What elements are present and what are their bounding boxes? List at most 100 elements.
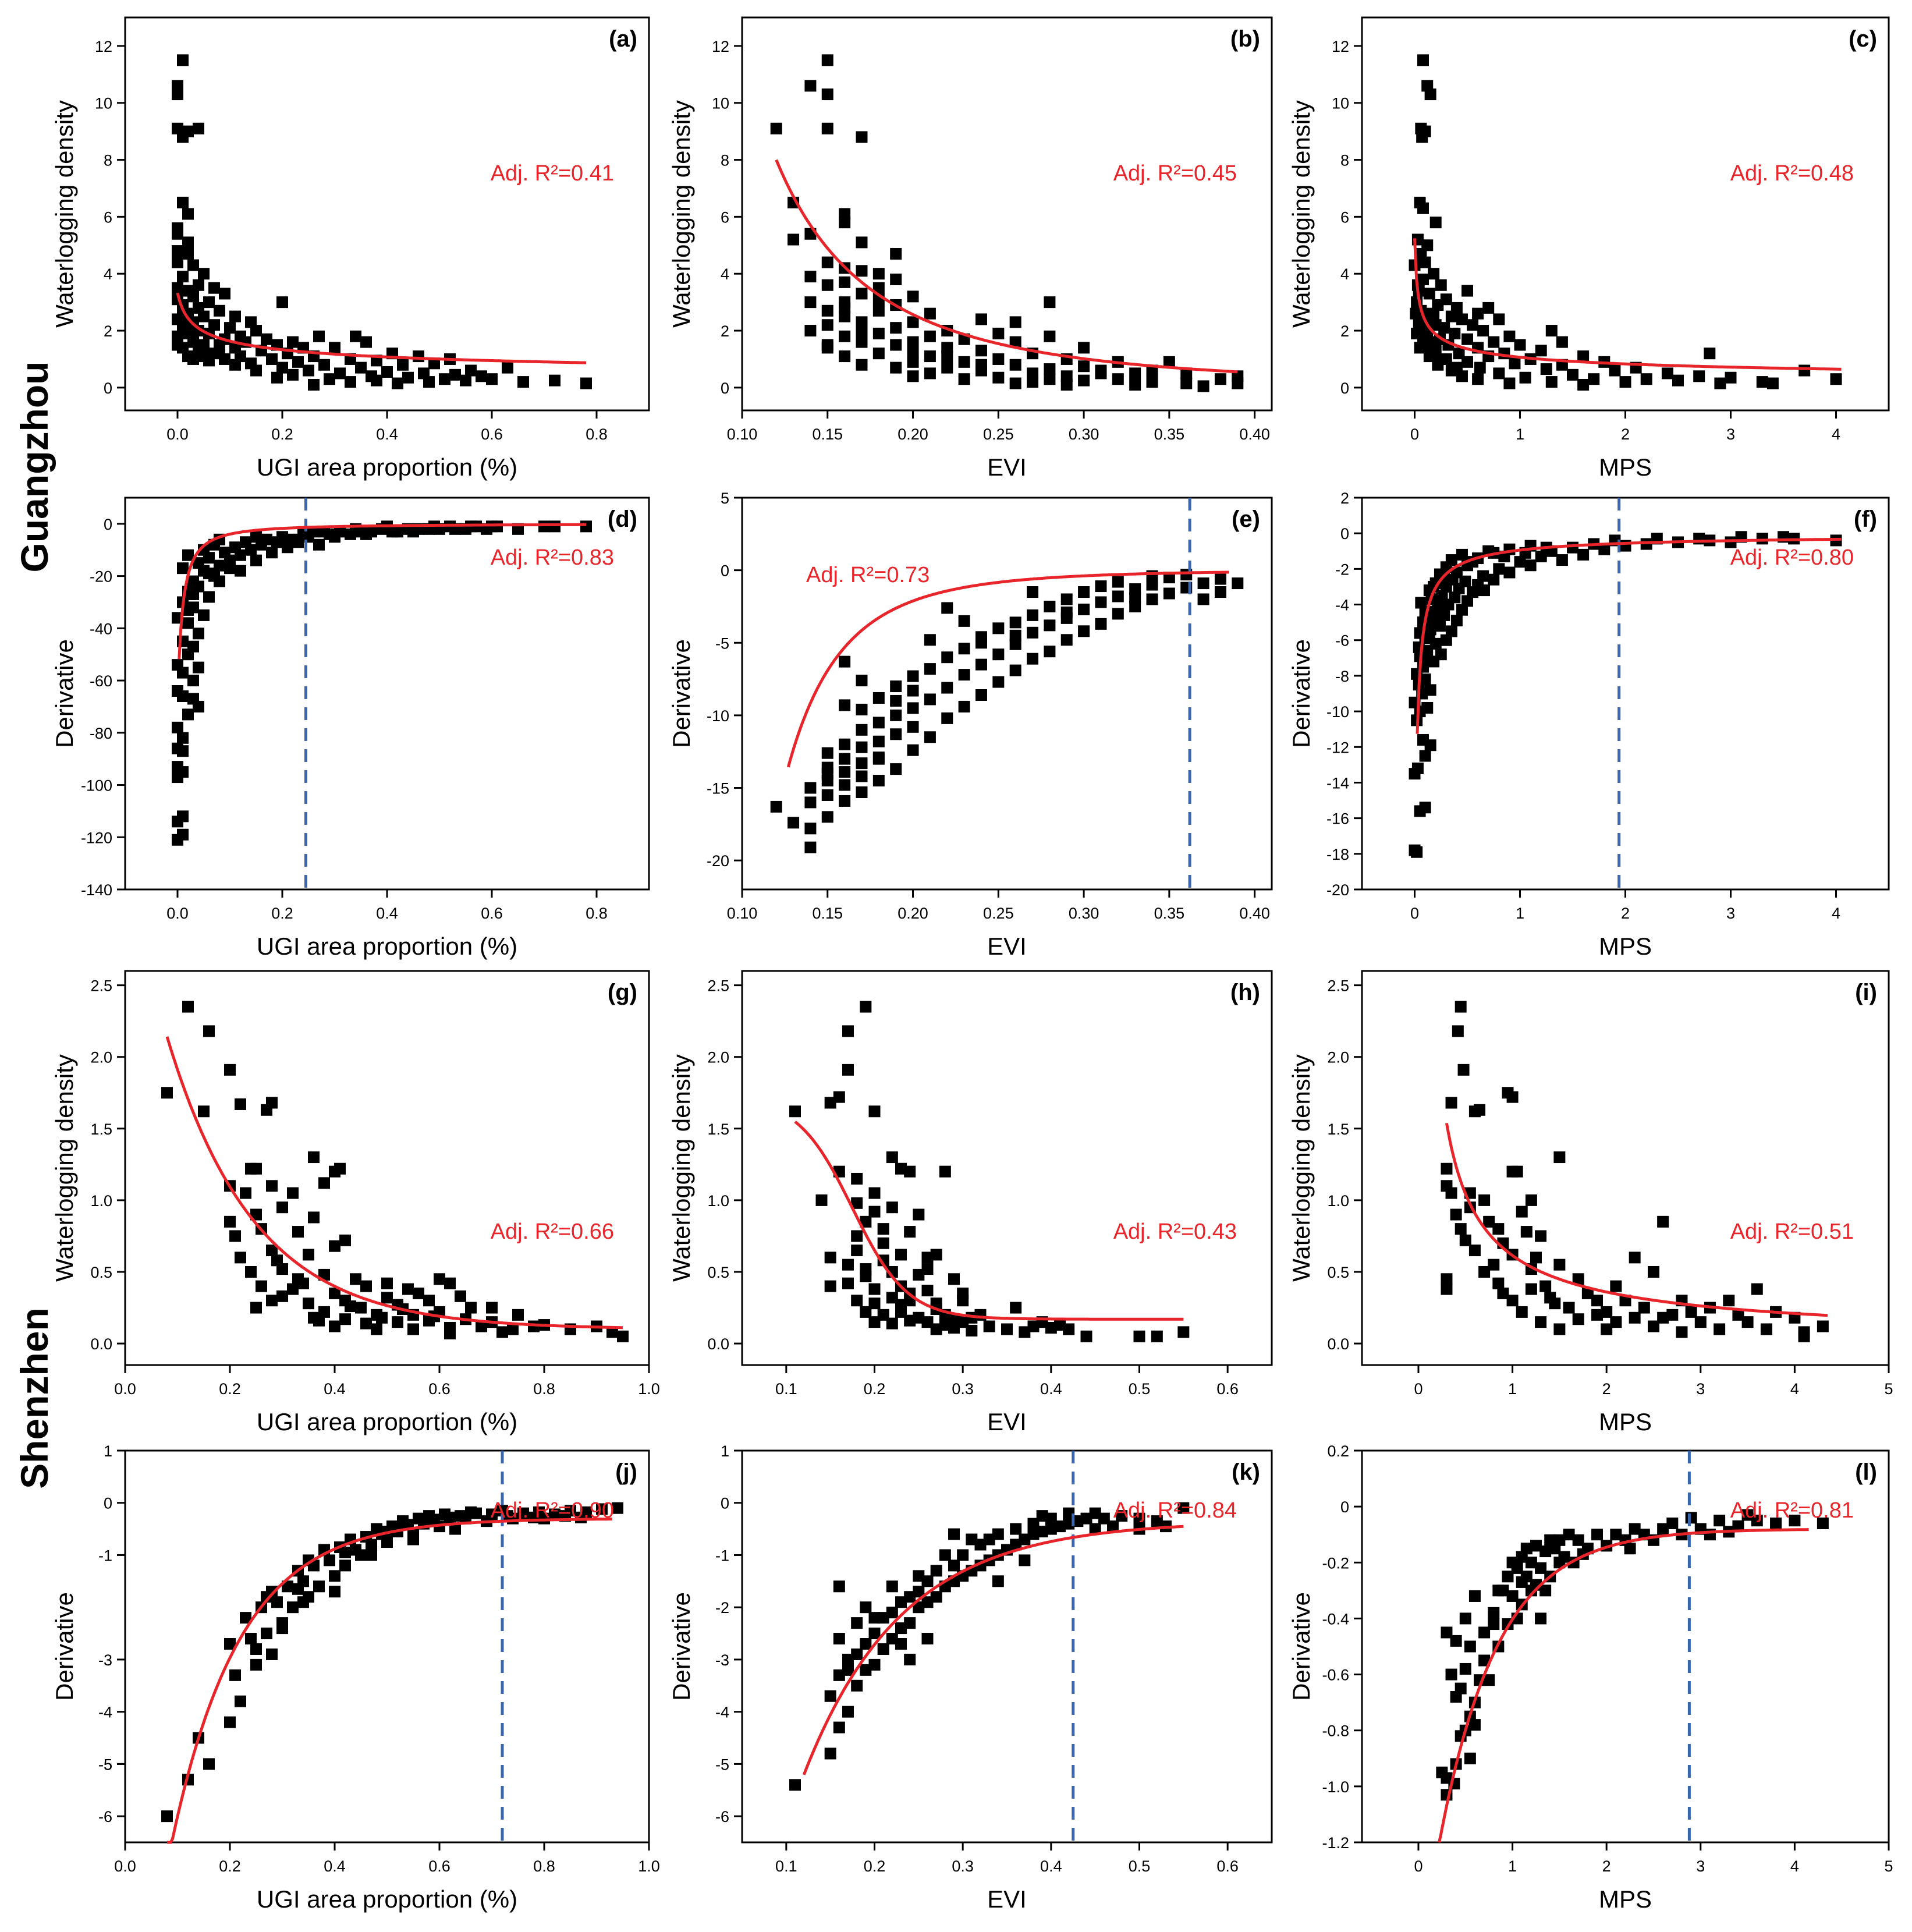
data-point [1751,1283,1763,1295]
data-points [770,569,1244,853]
data-point [1010,1523,1022,1535]
data-point [496,1505,508,1517]
data-point [292,356,304,368]
data-point [1027,1518,1040,1530]
data-point [282,541,293,554]
data-point [842,1706,854,1718]
data-point [930,1323,942,1335]
data-point [360,1317,372,1330]
x-tick-label: 5 [1884,1380,1893,1398]
data-point [334,367,346,380]
y-tick-label: 1.0 [90,1192,112,1210]
data-point [612,1502,623,1514]
data-point [177,271,189,283]
y-axis-label: Derivative [51,1592,78,1701]
data-point [1455,1223,1467,1235]
fit-annotation: Adj. R²=0.81 [1730,1498,1854,1523]
x-axis-label: UGI area proportion (%) [257,453,517,481]
y-tick-label: -140 [81,881,112,899]
data-point [974,1309,987,1321]
y-tick-label: -5 [98,1756,112,1773]
data-point [1524,559,1537,572]
x-tick-label: 0.0 [166,905,189,922]
y-tick-label: 12 [712,38,729,55]
data-point [366,1549,377,1561]
y-axis-label: Waterlogging density [668,100,695,328]
data-point [1732,1309,1744,1321]
data-point [872,775,885,787]
data-point [1685,1306,1697,1318]
data-point [1445,310,1457,322]
data-point [198,609,210,621]
data-point [872,304,885,317]
x-tick-label: 0.35 [1154,426,1185,443]
data-point [839,753,851,765]
data-point [868,1187,881,1199]
data-point [1423,288,1435,300]
data-point [913,1601,925,1614]
data-point [240,1187,251,1199]
data-point [1112,590,1124,602]
data-point [890,680,902,693]
data-point [172,761,183,773]
fit-curve [1445,1122,1828,1317]
data-point [913,1586,925,1598]
data-point [851,1245,863,1257]
data-point [895,1596,907,1608]
y-axis-label: Derivative [668,1592,695,1701]
data-point [313,330,325,342]
data-point [465,364,477,377]
data-point [839,330,851,342]
x-tick-label: 0.8 [533,1857,555,1875]
data-point [203,1758,215,1770]
y-tick-label: 1.5 [707,1121,729,1138]
y-tick-label: -15 [707,780,729,797]
panel-b: 0.10 0.15 0.20 0.25 0.30 0.35 0.40 0 2 4 6 8 10 12 EVI… [668,16,1273,481]
data-point [1232,370,1244,382]
data-point [502,361,513,374]
data-point [1478,584,1490,597]
data-point [303,1298,314,1310]
data-point [1488,336,1500,348]
data-point [229,541,241,554]
x-axis-label: MPS [1599,1885,1652,1913]
data-point [303,1249,314,1261]
data-point [860,1601,872,1614]
panel-e: 0.10 0.15 0.20 0.25 0.30 0.35 0.40 -20 -15 -10 -5 0… [668,490,1273,960]
data-point [821,304,833,317]
data-point [924,307,936,320]
data-point [1478,1654,1491,1667]
data-point [303,364,314,377]
data-point [821,54,833,66]
data-point [868,1206,881,1218]
x-tick-label: 0.4 [376,426,398,443]
y-tick-label: -0.8 [1322,1722,1349,1740]
data-point [904,1617,916,1629]
data-point [1129,591,1141,604]
data-point [1177,1326,1190,1338]
x-tick-label: 0.6 [428,1380,450,1398]
data-point [355,1302,367,1314]
data-point [1694,1316,1707,1328]
data-point [1450,1208,1462,1221]
fit-curve [165,1036,623,1330]
data-point [1520,1543,1533,1555]
x-tick-label: 0.40 [1239,905,1270,922]
data-point [1044,646,1056,658]
panel-label: (c) [1849,26,1877,52]
data-point [1539,1545,1552,1558]
data-point [974,1538,987,1551]
data-point [1455,1682,1467,1695]
panel-label: (h) [1230,980,1260,1005]
data-point [261,533,272,545]
data-point [856,336,868,348]
x-tick-label: 0.6 [481,426,503,443]
data-point [208,282,220,294]
y-tick-label: 4 [1340,265,1349,283]
data-point [1553,1259,1566,1271]
data-point [229,1230,241,1242]
x-tick-label: 0.2 [219,1857,241,1875]
data-point [1588,373,1600,385]
data-point [187,290,199,303]
